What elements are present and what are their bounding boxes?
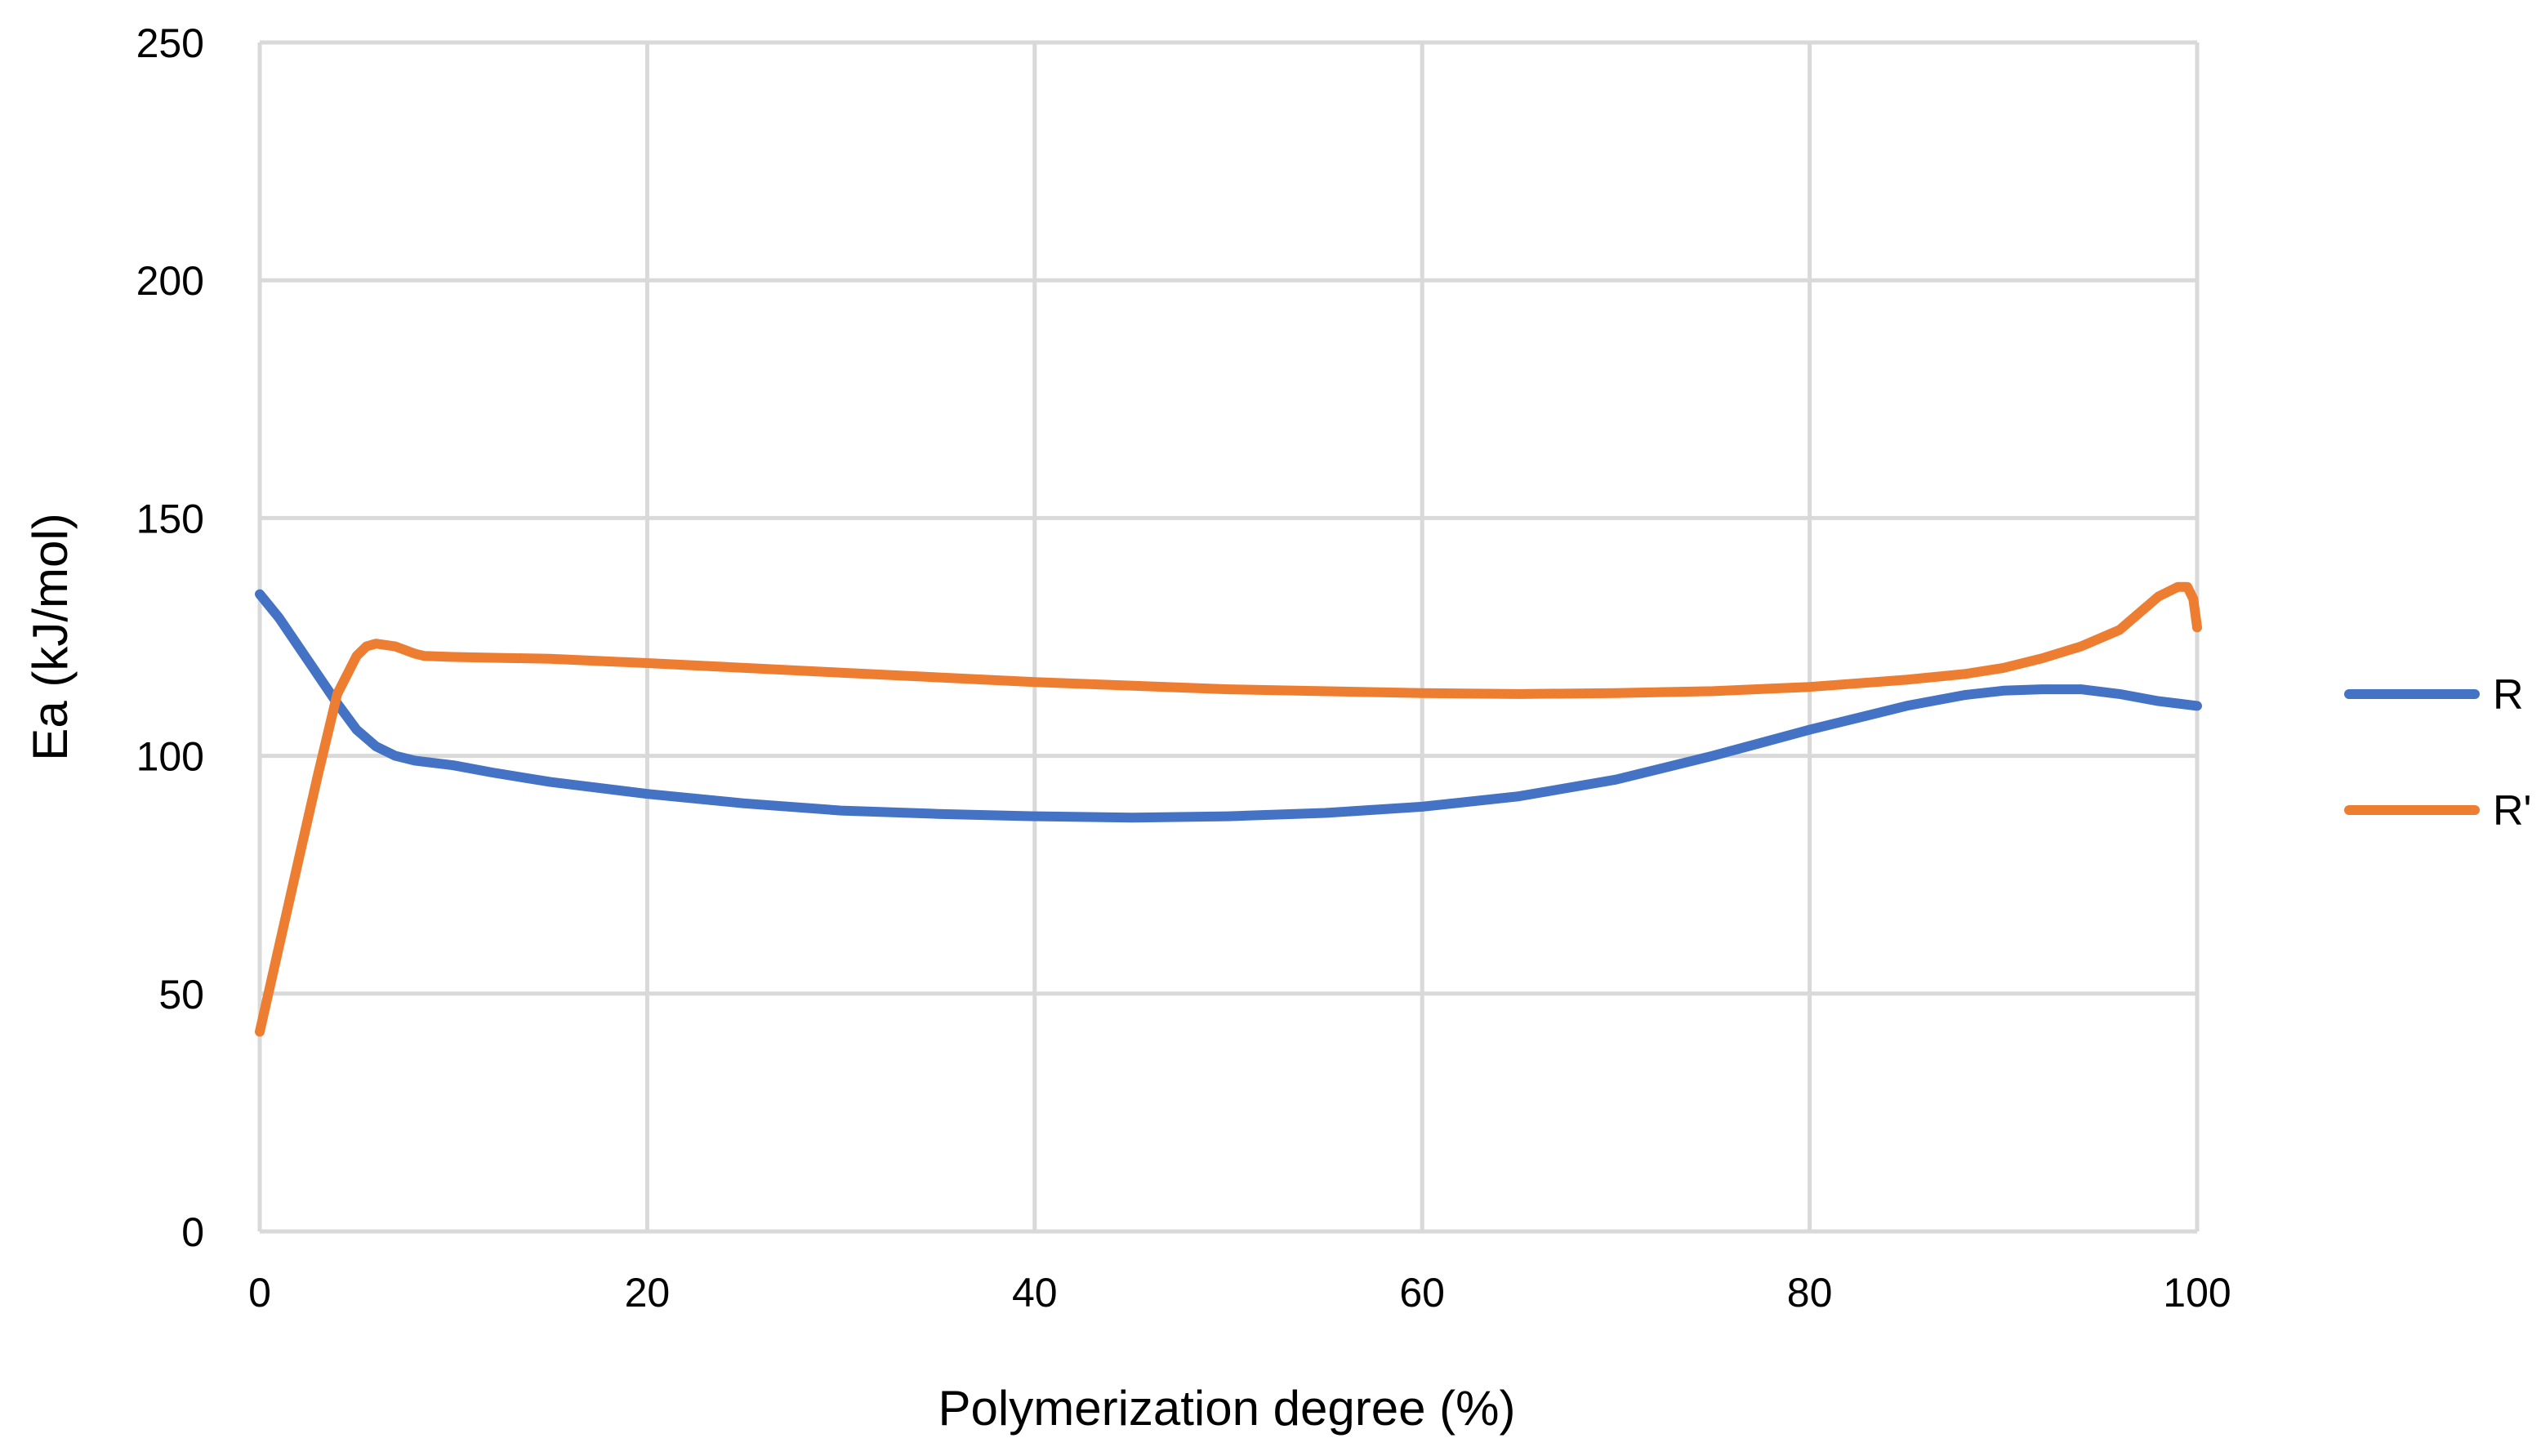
x-tick-label: 40	[1012, 1270, 1058, 1316]
grid	[257, 40, 2200, 1234]
x-tick-label: 100	[2163, 1270, 2231, 1316]
series-line-r	[255, 589, 2202, 823]
y-tick-label: 0	[181, 1209, 204, 1255]
series-lines	[255, 581, 2202, 1037]
y-tick-label: 100	[136, 734, 204, 780]
y-tick-label: 250	[136, 20, 204, 66]
tick-labels: 0 50 100 150 200 250 0 20 40 60 80 100	[136, 20, 2231, 1316]
y-tick-label: 200	[136, 258, 204, 304]
y-tick-label: 150	[136, 496, 204, 541]
legend: R R'	[2344, 671, 2531, 835]
x-tick-label: 0	[248, 1270, 271, 1316]
legend-label-r: R	[2493, 671, 2524, 719]
x-tick-label: 60	[1399, 1270, 1445, 1316]
y-axis-title: Ea (kJ/mol)	[23, 513, 78, 760]
x-tick-label: 20	[625, 1270, 671, 1316]
y-tick-label: 50	[158, 972, 204, 1017]
x-tick-label: 80	[1787, 1270, 1833, 1316]
series-line-r-prime	[255, 581, 2202, 1037]
legend-label-r-prime: R'	[2493, 787, 2531, 835]
x-axis-title: Polymerization degree (%)	[938, 1381, 1516, 1436]
